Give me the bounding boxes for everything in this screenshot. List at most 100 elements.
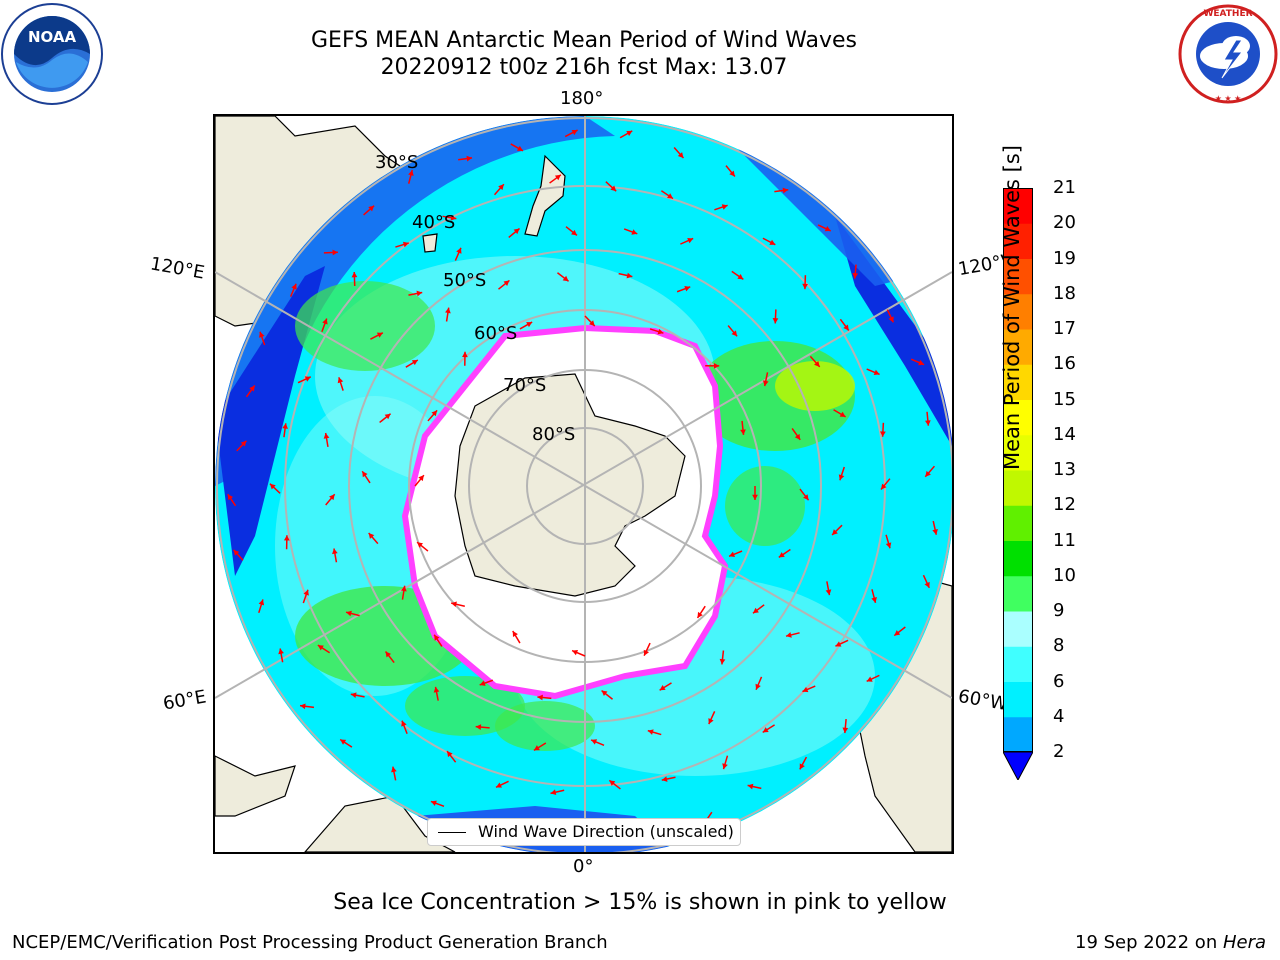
lon-label-180: 180° <box>560 88 604 109</box>
wave-direction-arrowhead <box>631 229 638 235</box>
colorbar-tick-label: 16 <box>1053 353 1076 375</box>
wave-direction-arrowhead <box>550 789 557 796</box>
wave-direction-arrowhead <box>227 494 234 501</box>
map-legend: Wind Wave Direction (unscaled) <box>427 818 741 846</box>
colorbar-tick-label: 15 <box>1053 388 1076 410</box>
wave-direction-arrowhead <box>411 359 418 366</box>
wave-direction-arrowhead <box>498 184 504 191</box>
colorbar-tick-label: 14 <box>1053 423 1076 445</box>
wave-direction-arrowhead <box>747 783 754 790</box>
wave-direction-arrowhead <box>402 241 409 248</box>
colorbar-segment <box>1003 293 1033 330</box>
noaa-text: NOAA <box>28 28 77 46</box>
colorbar-segment <box>1003 646 1033 682</box>
wave-direction-arrowhead <box>362 471 368 478</box>
wave-direction-arrowhead <box>687 237 694 244</box>
lon-label-60w: 60°W <box>956 685 1010 716</box>
wave-direction-arrowhead <box>495 782 502 788</box>
colorbar-segment <box>1003 505 1033 541</box>
wave-direction-arrowhead <box>512 631 518 638</box>
wave-direction-arrowhead <box>924 420 931 426</box>
footer-date-text: 19 Sep 2022 on <box>1075 932 1223 953</box>
wave-direction-arrowhead <box>778 552 785 558</box>
wave-direction-arrowhead <box>762 380 769 387</box>
wave-direction-arrowhead <box>450 214 457 221</box>
wave-direction-arrowhead <box>451 601 457 608</box>
lat-label-50s: 50°S <box>443 270 487 291</box>
wave-direction-arrowhead <box>661 776 668 782</box>
wave-direction-arrowhead <box>462 351 468 358</box>
wave-direction-arrowhead <box>337 377 344 384</box>
wave-direction-arrowhead <box>880 483 887 490</box>
wave-direction-arrowhead <box>340 739 347 745</box>
wave-direction-arrowhead <box>332 249 338 256</box>
colorbar-tick-label: 9 <box>1053 600 1065 621</box>
wave-direction-arrowhead <box>350 692 357 699</box>
wave-direction-arrowhead <box>304 376 311 382</box>
wave-direction-arrowhead <box>719 658 726 665</box>
nws-logo: WEATHER ★ ★ ★ <box>1176 2 1280 106</box>
wave-direction-arrowhead <box>240 440 247 447</box>
wave-direction-arrowhead <box>571 229 577 236</box>
wave-direction-arrowhead <box>269 483 276 490</box>
map-panel <box>213 114 954 854</box>
new-zealand-landmass <box>524 154 566 237</box>
wave-direction-arrowhead <box>799 763 805 770</box>
wave-direction-arrowhead <box>445 307 451 314</box>
wave-direction-arrowhead <box>278 648 284 655</box>
wave-direction-arrowhead <box>456 247 462 254</box>
colorbar-tick-label: 8 <box>1053 635 1065 657</box>
chart-subtitle: 20220912 t00z 216h fcst Max: 13.07 <box>380 55 788 80</box>
wave-direction-arrowhead <box>731 330 738 337</box>
wave-direction-arrowhead <box>571 129 578 136</box>
wave-direction-arrowhead <box>434 634 440 641</box>
svg-text:WEATHER: WEATHER <box>1203 9 1252 19</box>
wave-direction-arrowhead <box>300 703 306 710</box>
wave-direction-arrowhead <box>291 283 297 290</box>
wave-direction-arrowhead <box>533 745 540 751</box>
wave-direction-arrowhead <box>835 641 842 647</box>
lat-label-60s: 60°S <box>474 323 518 344</box>
wave-direction-arrowhead <box>657 328 664 335</box>
wave-direction-arrowhead <box>368 533 375 539</box>
colorbar-tick-label: 11 <box>1053 529 1076 551</box>
colorbar-segment <box>1003 364 1033 400</box>
wave-direction-arrowhead <box>873 369 880 376</box>
wave-direction-arrowhead <box>643 649 649 656</box>
wave-direction-arrowhead <box>918 359 925 366</box>
lat-label-40s: 40°S <box>412 212 456 233</box>
wave-direction-arrowhead <box>418 475 424 482</box>
wave-direction-arrowhead <box>772 318 779 324</box>
wave-direction-arrowhead <box>430 800 437 806</box>
wave-direction-arrowhead <box>258 599 265 606</box>
lat-label-80s: 80°S <box>532 424 576 445</box>
wave-direction-arrowhead <box>626 272 633 279</box>
antarctica-landmass <box>454 373 686 597</box>
wave-direction-arrowhead <box>431 410 438 417</box>
wave-direction-arrowhead <box>447 751 453 758</box>
wave-direction-arrowhead <box>554 174 561 181</box>
colorbar-tick-label: 12 <box>1053 494 1076 516</box>
wave-direction-arrowhead <box>729 170 735 177</box>
wave-direction-arrowhead <box>351 271 358 278</box>
colorbar-segment <box>1003 540 1033 577</box>
wave-direction-arrowhead <box>385 651 392 658</box>
wave-direction-arrowhead <box>303 589 309 596</box>
wave-direction-arrowhead <box>466 155 473 162</box>
legend-line-swatch <box>438 832 466 833</box>
colorbar-tick-label: 21 <box>1053 177 1076 198</box>
wave-direction-arrowhead <box>843 324 849 331</box>
wave-direction-arrowhead <box>932 529 938 535</box>
colorbar-segment <box>1003 329 1033 365</box>
wave-direction-arrowhead <box>852 273 859 279</box>
colorbar-label: Mean Period of Wind Waves [s] <box>1000 145 1024 470</box>
colorbar-tick-label: 2 <box>1053 741 1065 762</box>
wave-direction-arrowhead <box>755 683 761 690</box>
wave-direction-arrowhead <box>475 724 482 730</box>
wave-direction-arrowhead <box>526 322 533 328</box>
wave-direction-arrowhead <box>282 423 288 429</box>
chart-title: GEFS MEAN Antarctic Mean Period of Wind … <box>311 28 857 53</box>
wave-direction-arrowhead <box>803 494 809 501</box>
colorbar-segment <box>1003 716 1033 753</box>
wave-direction-arrowhead <box>713 362 720 369</box>
